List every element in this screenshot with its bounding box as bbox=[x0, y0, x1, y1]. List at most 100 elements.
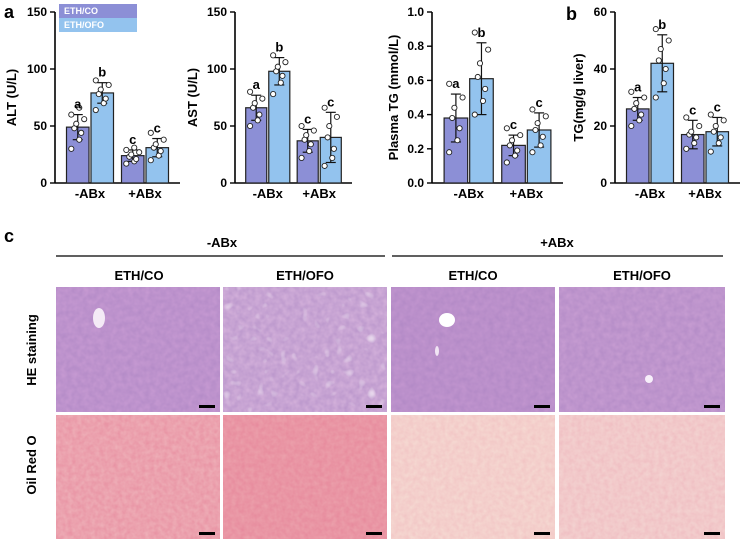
data-point bbox=[534, 120, 541, 127]
significance-letter: a bbox=[74, 97, 82, 112]
x-category-label: +ABx bbox=[302, 186, 336, 201]
data-point bbox=[657, 46, 664, 53]
bar bbox=[268, 70, 291, 184]
data-point bbox=[160, 136, 167, 143]
significance-letter: c bbox=[327, 94, 334, 109]
data-point bbox=[471, 111, 478, 118]
data-point bbox=[270, 52, 277, 59]
data-point bbox=[449, 114, 456, 122]
y-tick-label: 1.0 bbox=[407, 5, 424, 19]
micrograph-he-3 bbox=[391, 287, 555, 412]
data-point bbox=[660, 80, 667, 87]
data-point bbox=[456, 125, 463, 132]
chart-4: 0 20 40 60 TG(mg/g liver) a b -ABx c c +ABx bbox=[571, 5, 740, 201]
significance-letter: c bbox=[129, 132, 136, 147]
data-point bbox=[482, 85, 489, 92]
data-point bbox=[459, 94, 466, 101]
data-point bbox=[78, 129, 85, 136]
significance-letter: c bbox=[510, 117, 517, 132]
data-point bbox=[157, 148, 164, 155]
legend-swatch-ofo bbox=[59, 18, 137, 32]
data-point bbox=[259, 95, 266, 102]
data-point bbox=[451, 104, 458, 111]
data-point bbox=[631, 105, 638, 112]
data-point bbox=[76, 104, 83, 111]
data-point bbox=[68, 145, 75, 152]
data-point bbox=[662, 65, 669, 73]
row-label-oil-red: Oil Red O bbox=[24, 435, 39, 494]
data-point bbox=[136, 149, 143, 156]
x-category-label: -ABx bbox=[454, 186, 485, 201]
data-point bbox=[152, 141, 159, 148]
data-point bbox=[256, 111, 263, 118]
x-category-label: -ABx bbox=[75, 186, 106, 201]
y-axis-label: AST (U/L) bbox=[185, 68, 200, 127]
data-point bbox=[68, 111, 75, 118]
panel-label-c: c bbox=[4, 226, 14, 246]
data-point bbox=[503, 159, 510, 166]
data-point bbox=[92, 106, 99, 114]
data-point bbox=[638, 111, 645, 118]
y-tick-label: 100 bbox=[27, 62, 47, 76]
data-point bbox=[251, 100, 258, 107]
data-point bbox=[76, 136, 83, 143]
y-tick-label: 0.4 bbox=[407, 108, 424, 122]
data-point bbox=[508, 137, 516, 144]
legend-label-ofo: ETH/OFO bbox=[64, 20, 104, 30]
data-point bbox=[479, 97, 487, 104]
data-point bbox=[446, 149, 453, 156]
panel-label-b: b bbox=[566, 4, 577, 24]
data-point bbox=[542, 113, 549, 120]
significance-letter: c bbox=[304, 111, 311, 126]
y-tick-label: 40 bbox=[594, 62, 608, 76]
data-point bbox=[511, 152, 519, 159]
y-axis-label: ALT (U/L) bbox=[4, 69, 19, 127]
y-tick-label: 0.2 bbox=[407, 142, 424, 156]
data-point bbox=[282, 59, 289, 66]
data-point bbox=[474, 73, 481, 81]
chart-2: 0 50 100 150 AST (U/L) a b -ABx c c +ABx bbox=[185, 5, 352, 201]
micrograph-oil-1 bbox=[56, 415, 220, 539]
data-point bbox=[696, 122, 703, 130]
x-category-label: +ABx bbox=[510, 186, 544, 201]
data-point bbox=[503, 125, 510, 132]
data-point bbox=[665, 37, 672, 44]
data-point bbox=[321, 162, 328, 169]
data-point bbox=[279, 72, 286, 79]
data-point bbox=[330, 145, 337, 152]
panel-label-a: a bbox=[4, 2, 15, 22]
bar bbox=[90, 92, 115, 184]
data-point bbox=[693, 134, 700, 141]
significance-letter: c bbox=[689, 102, 696, 117]
data-point bbox=[81, 116, 88, 123]
chart-1: 0 50 100 150 ALT (U/L) a b -ABx c c +ABx bbox=[4, 5, 180, 201]
micrograph-he-1 bbox=[56, 287, 220, 412]
data-point bbox=[270, 91, 277, 98]
data-point bbox=[712, 122, 719, 130]
data-point bbox=[539, 133, 546, 140]
y-tick-label: 0 bbox=[40, 176, 47, 190]
data-point bbox=[454, 137, 461, 144]
data-point bbox=[485, 46, 492, 53]
histology-headers: -ABx +ABx ETH/CO ETH/OFO ETH/CO ETH/OFO … bbox=[24, 235, 723, 495]
data-point bbox=[277, 79, 284, 86]
data-point bbox=[707, 111, 714, 118]
micrograph-grid bbox=[56, 287, 725, 539]
x-category-label: -ABx bbox=[635, 186, 666, 201]
data-point bbox=[123, 146, 130, 153]
data-point bbox=[147, 157, 154, 164]
data-point bbox=[717, 134, 724, 141]
data-point bbox=[298, 122, 305, 130]
y-tick-label: 20 bbox=[594, 119, 608, 133]
data-point bbox=[147, 129, 154, 136]
data-point bbox=[326, 122, 333, 130]
data-point bbox=[446, 80, 453, 87]
x-category-label: +ABx bbox=[128, 186, 162, 201]
y-axis-label: Plasma TG (mmol/L) bbox=[386, 35, 401, 161]
micrograph-he-4 bbox=[559, 287, 725, 412]
data-point bbox=[128, 151, 135, 158]
micrograph-he-2 bbox=[223, 287, 387, 412]
y-tick-label: 100 bbox=[207, 62, 227, 76]
data-point bbox=[73, 120, 80, 127]
data-point bbox=[329, 154, 336, 161]
